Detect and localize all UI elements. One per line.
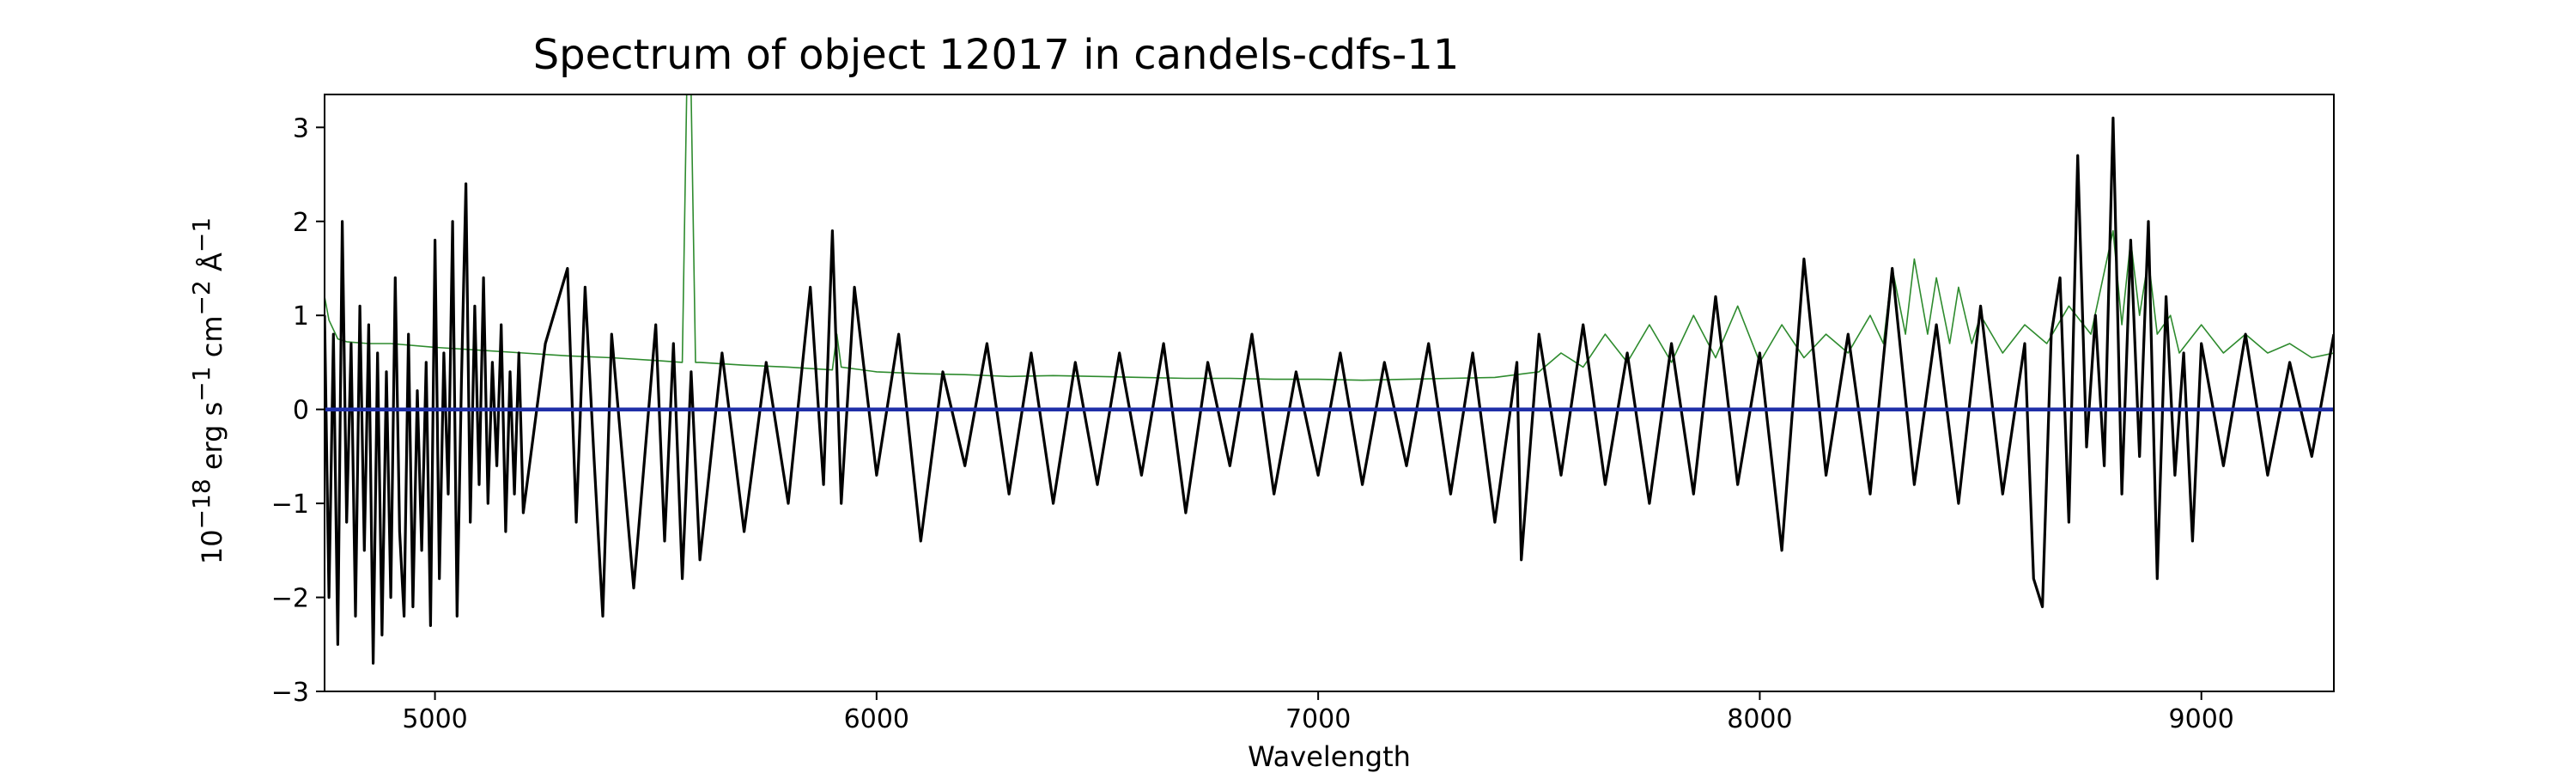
y-tick-label: 1 [293,301,309,332]
y-tick-label: −3 [271,678,309,708]
y-tick-label: 3 [293,113,309,143]
y-label-exp1: −18 [187,478,216,529]
x-tick-label: 5000 [402,704,467,734]
y-tick-label: −2 [271,584,309,614]
x-tick-label: 8000 [1727,704,1792,734]
y-tick-label: 2 [293,208,309,238]
axis-ticks: 5000 6000 7000 8000 9000 −3 −2 −1 0 1 2 3 [271,113,2234,734]
plot-frame [324,94,2335,692]
x-tick-label: 6000 [844,704,909,734]
y-label-mid2: cm [196,315,228,366]
x-tick-label: 9000 [2169,704,2234,734]
y-label-mid1: erg s [196,402,228,479]
flux-series-line [325,116,2334,665]
plot-area [325,94,2334,665]
y-label-exp4: −1 [187,217,216,253]
y-tick-label: 0 [293,396,309,426]
y-axis-label: 10−18 erg s−1 cm−2 Å−1 [187,217,228,564]
y-tick-label: −1 [271,490,309,520]
y-label-mid3: Å [196,253,228,280]
x-tick-label: 7000 [1285,704,1351,734]
y-label-exp3: −2 [187,280,216,315]
x-axis-label: Wavelength [1248,740,1411,773]
chart-title: Spectrum of object 12017 in candels-cdfs… [533,31,1460,79]
y-label-base: 10 [196,529,228,564]
y-label-exp2: −1 [187,366,216,401]
